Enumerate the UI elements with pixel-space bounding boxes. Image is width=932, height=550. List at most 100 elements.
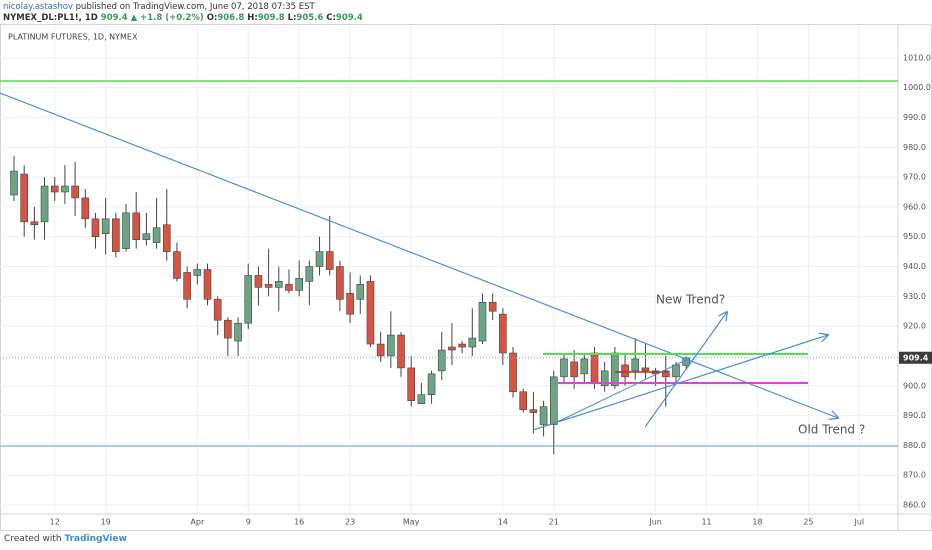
candle-body: [30, 221, 39, 226]
y-tick-label: 940.0: [903, 262, 926, 271]
ohlc-label: O:: [206, 13, 218, 23]
x-tick-label: 19: [101, 518, 111, 527]
y-tick-label: 860.0: [903, 501, 926, 510]
x-tick-label: 16: [294, 518, 304, 527]
candle-body: [346, 293, 354, 315]
y-tick-label: 870.0: [903, 471, 926, 480]
author[interactable]: nicolay.astashov: [3, 2, 73, 12]
candle-body: [529, 409, 538, 413]
x-tick-label: 12: [50, 518, 60, 527]
x-tick-label: Jun: [648, 518, 662, 527]
annotation: New Trend?: [656, 293, 725, 307]
wedge-line: [532, 335, 828, 431]
published: published on TradingView.com, June 07, 2…: [75, 2, 315, 12]
candle-body: [20, 173, 28, 223]
x-tick-label: 18: [752, 518, 762, 527]
candle-body: [173, 251, 181, 279]
candle-body: [305, 266, 314, 282]
frame: [0, 24, 932, 531]
candle-body: [50, 185, 59, 193]
candle-body: [81, 197, 90, 220]
candle-body: [458, 343, 466, 348]
candle-body: [132, 212, 141, 240]
y-tick-label: 1000.0: [903, 83, 931, 92]
ohlc-value: 909.4: [335, 13, 363, 23]
candle-body: [325, 251, 334, 270]
ohlc-label: H:: [247, 13, 258, 23]
y-tick-label: 950.0: [903, 232, 926, 241]
candle-body: [397, 334, 405, 369]
publish-line: nicolay.astashov published on TradingVie…: [3, 2, 315, 12]
candle-body: [387, 334, 395, 357]
candle-body: [549, 376, 558, 425]
x-tick-label: 14: [498, 518, 508, 527]
old-trend-line: [0, 92, 838, 418]
new-trend-line: [644, 312, 727, 428]
candle-body: [234, 322, 242, 342]
y-tick-label: 1010.0: [903, 53, 931, 62]
candle-body: [580, 358, 589, 375]
y-tick-label: 900.0: [903, 381, 926, 390]
candle-body: [101, 218, 110, 235]
candle-body: [499, 313, 507, 354]
candle-body: [244, 275, 253, 324]
candle-body: [315, 251, 324, 267]
ohlc-label: C:: [326, 13, 336, 23]
ohlc-value: 909.8: [257, 13, 285, 23]
footer-text: Created with: [4, 534, 62, 544]
y-tick-label: 890.0: [903, 411, 926, 420]
candle-body: [122, 212, 130, 249]
x-tick-label: 25: [803, 518, 813, 527]
candle-body: [611, 352, 619, 387]
candle-body: [600, 370, 609, 387]
candle-body: [448, 346, 456, 351]
candle-body: [295, 278, 303, 291]
footer-brand[interactable]: TradingView: [64, 534, 127, 544]
candle-body: [183, 272, 191, 300]
chart: PLATINUM FUTURES, 1D, NYMEX New Trend? O…: [0, 24, 932, 531]
candle-body: [468, 337, 477, 348]
candle-body: [152, 227, 161, 243]
candle-body: [193, 269, 202, 276]
candle-body: [621, 364, 629, 378]
y-tick-label: 930.0: [903, 292, 926, 301]
x-tick-label: Jul: [853, 518, 864, 527]
candle-body: [509, 352, 517, 393]
candle-body: [274, 281, 283, 288]
candle-body: [417, 394, 426, 404]
wedge-line: [552, 357, 691, 425]
candle-body: [112, 218, 120, 252]
candle-body: [519, 391, 528, 410]
candle-body: [254, 275, 263, 288]
y-tick-label: 990.0: [903, 113, 926, 122]
x-tick-label: 21: [549, 518, 559, 527]
candle-body: [427, 373, 436, 396]
candle-body: [213, 299, 222, 321]
candle-body: [560, 358, 568, 378]
candle-body: [488, 301, 497, 312]
candle-body: [224, 319, 232, 339]
candle-body: [162, 224, 171, 252]
y-tick-label: 920.0: [903, 322, 926, 331]
change: ▲ +1.8 (+0.2%): [130, 13, 204, 23]
candle-body: [641, 367, 650, 372]
footer: Created with TradingView: [4, 534, 127, 544]
y-tick-label: 960.0: [903, 202, 926, 211]
last-price-box: [899, 351, 932, 364]
candle-body: [142, 233, 151, 240]
candle-body: [407, 367, 415, 401]
candle-body: [437, 349, 446, 372]
candle-body: [264, 284, 273, 288]
ohlc-value: 905.6: [296, 13, 324, 23]
symbol-line: NYMEX_DL:PL1!, 1D 909.4 ▲ +1.8 (+0.2%) O…: [3, 13, 363, 23]
candle-body: [478, 301, 487, 342]
symbol: NYMEX_DL:PL1!, 1D: [3, 13, 98, 23]
y-tick-label: 970.0: [903, 173, 926, 182]
last-price-label: 909.4: [903, 353, 929, 362]
x-tick-label: 23: [345, 518, 355, 527]
x-tick-label: Apr: [190, 518, 205, 527]
candle-body: [285, 284, 293, 291]
y-tick-label: 880.0: [903, 441, 926, 450]
candle-body: [661, 370, 670, 378]
